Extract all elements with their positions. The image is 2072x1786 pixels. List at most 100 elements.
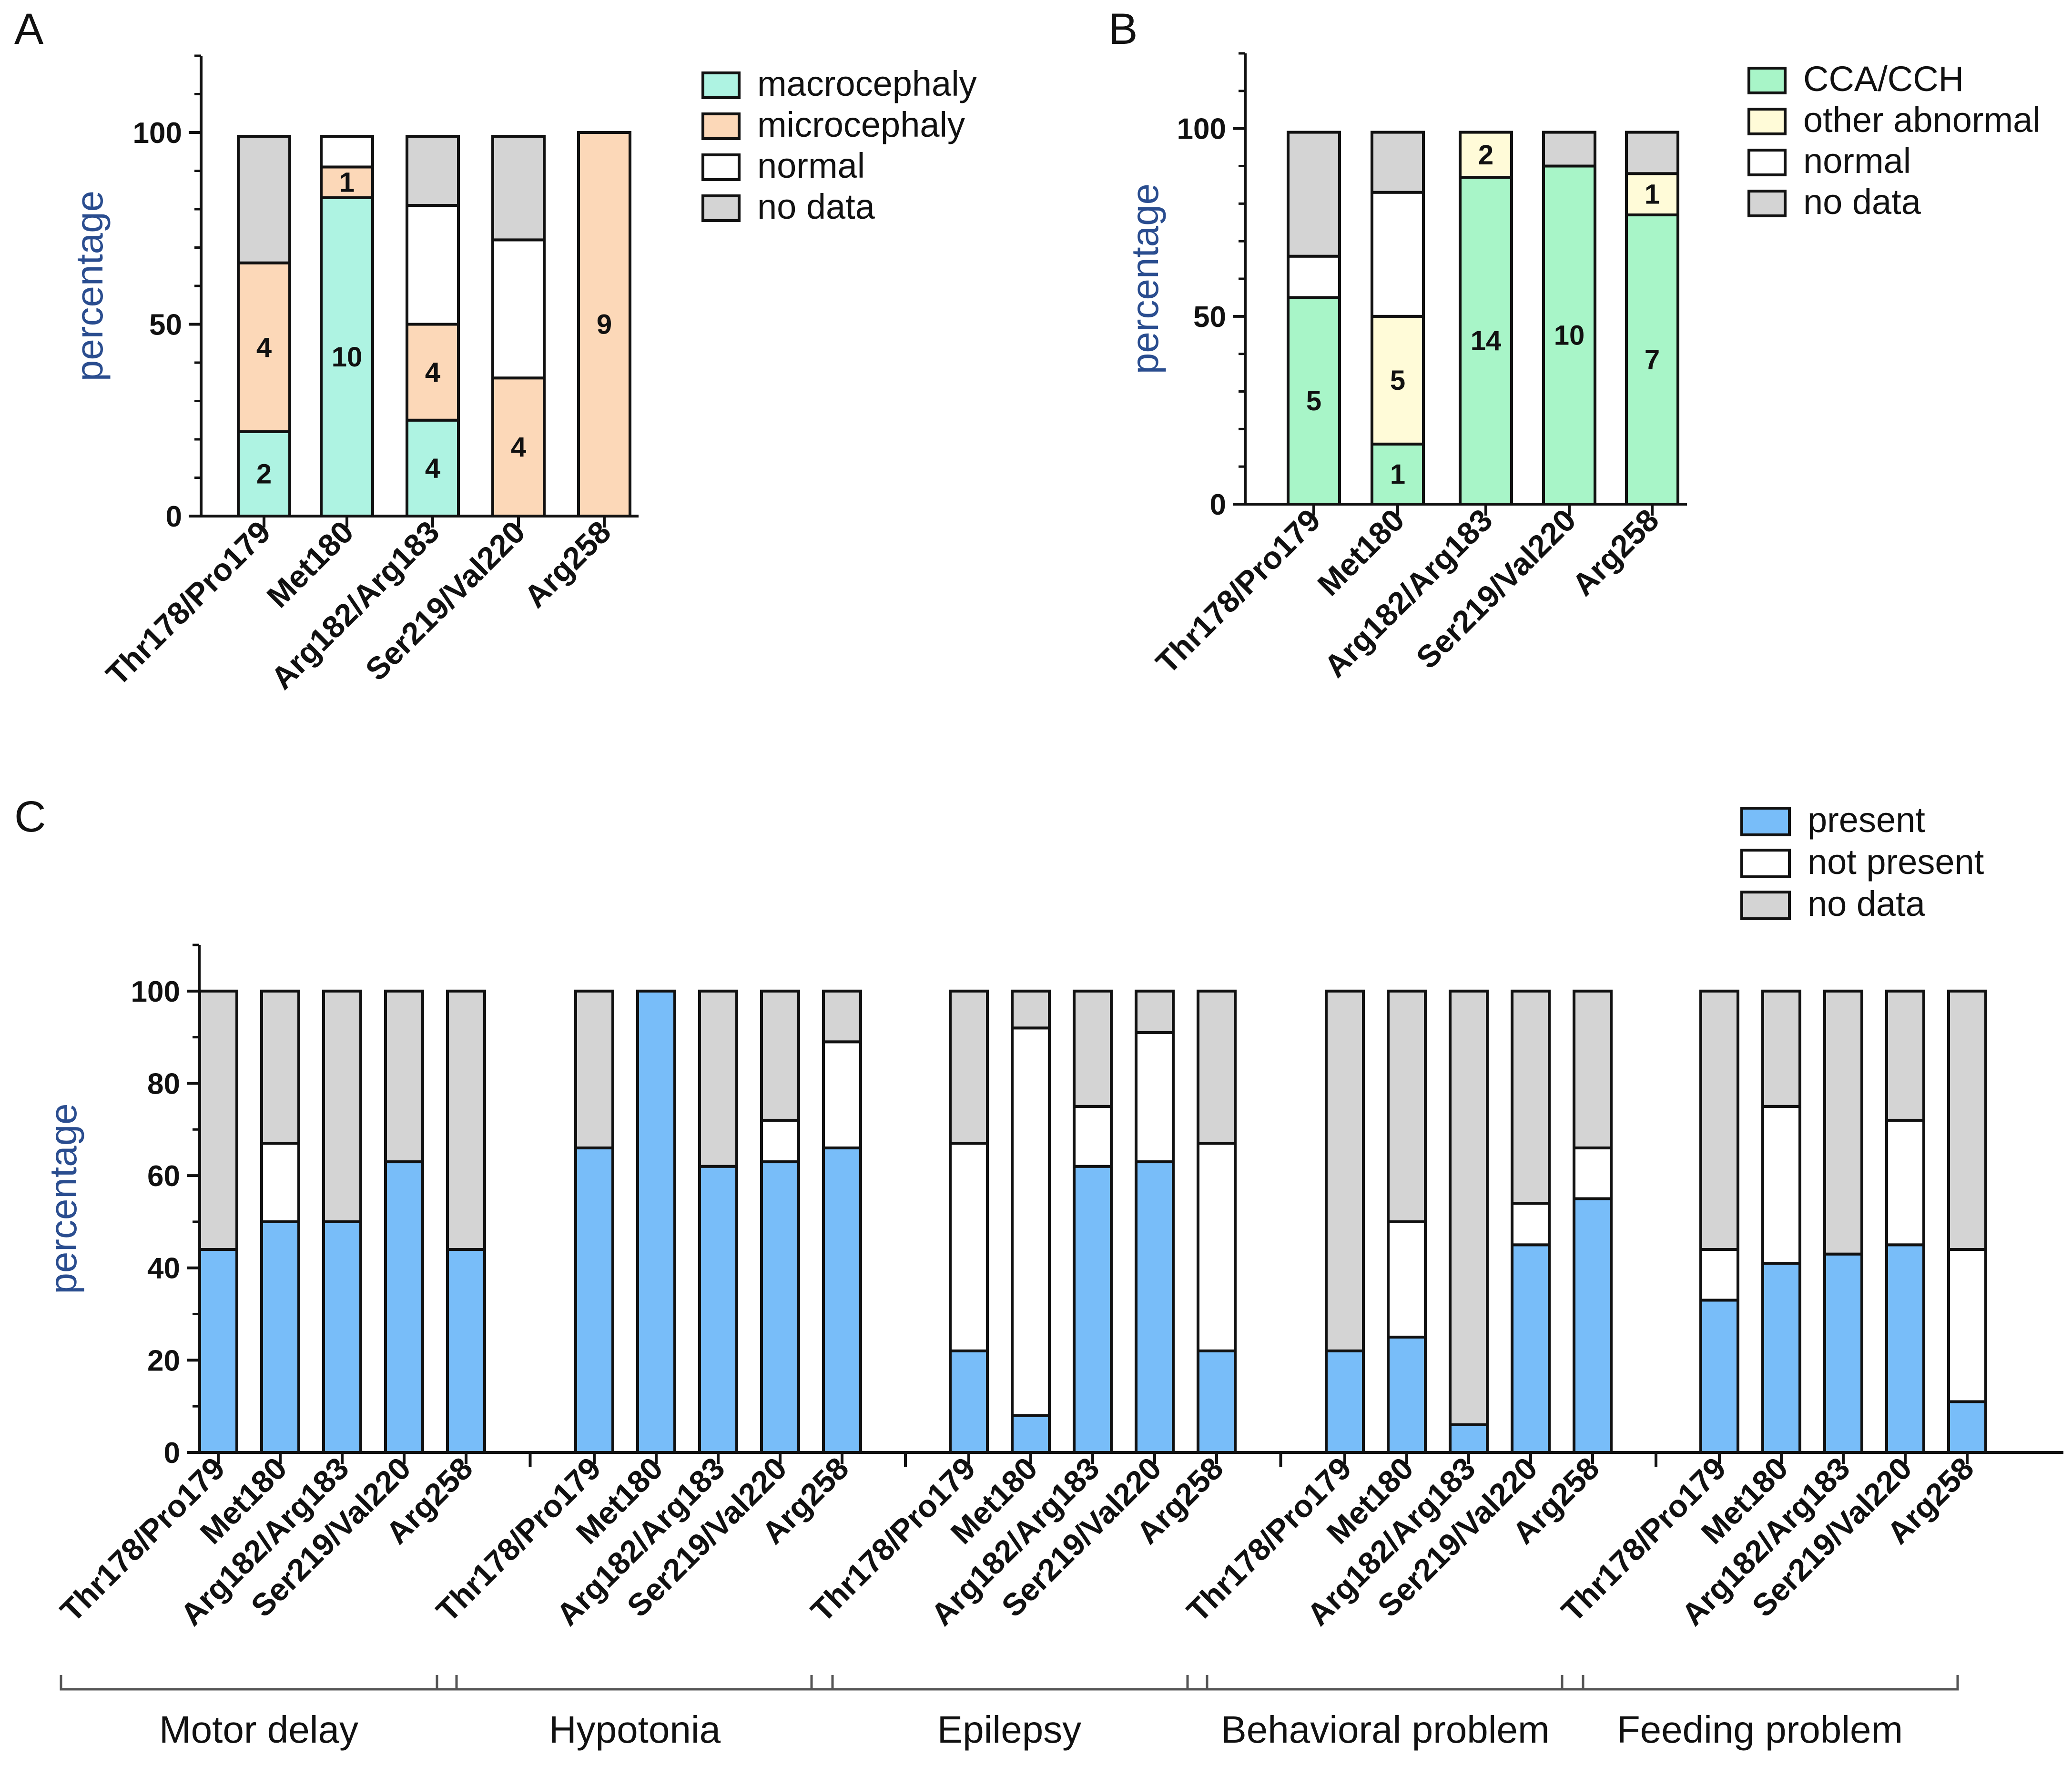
group-label: Hypotonia — [549, 1708, 721, 1751]
y-tick-label: 80 — [147, 1067, 180, 1100]
bar-feeding-problem-ser219-val220-not-present — [1885, 1118, 1925, 1247]
bar-motor-delay-met180-not-present — [260, 1142, 300, 1223]
group-label: Motor delay — [159, 1708, 358, 1751]
bar-behavioral-problem-arg258-not-present — [1573, 1147, 1613, 1200]
legend-label-no-data: no data — [1803, 182, 1921, 222]
bar-thr178-pro179-normal — [1287, 254, 1341, 299]
panel-a: A050100percentage24Thr178/Pro179101Met18… — [14, 5, 977, 696]
bar-feeding-problem-met180-no-data — [1761, 989, 1801, 1108]
bar-count-label: 1 — [1645, 179, 1660, 210]
bar-epilepsy-arg258-not-present — [1197, 1142, 1237, 1352]
bar-met180-cca-cch — [1371, 442, 1425, 506]
bar-arg182-arg183-other-abnormal — [1459, 131, 1513, 179]
bar-behavioral-problem-ser219-val220-not-present — [1511, 1202, 1551, 1247]
bar-count-label: 4 — [425, 453, 440, 484]
bar-epilepsy-met180-present — [1011, 1414, 1051, 1454]
bar-hypotonia-ser219-val220-no-data — [760, 989, 800, 1122]
y-tick-label: 50 — [149, 309, 182, 342]
group-behavioral-problem: Thr178/Pro179Met180Arg182/Arg183Ser219/V… — [1180, 989, 1657, 1751]
legend-swatch-no-data — [701, 194, 741, 222]
bar-count-label: 1 — [339, 167, 355, 198]
bar-hypotonia-arg182-arg183-no-data — [698, 989, 738, 1168]
y-axis-title: percentage — [1124, 183, 1166, 374]
bar-hypotonia-thr178-pro179-no-data — [574, 989, 614, 1149]
bar-epilepsy-ser219-val220-not-present — [1135, 1031, 1175, 1164]
bar-met180-normal — [320, 135, 374, 169]
bar-epilepsy-met180-not-present — [1011, 1026, 1051, 1417]
bar-behavioral-problem-thr178-pro179-present — [1325, 1350, 1365, 1454]
group-motor-delay: Thr178/Pro179Met180Arg182/Arg183Ser219/V… — [53, 989, 532, 1751]
legend-swatch-no-data — [1740, 891, 1791, 920]
bar-epilepsy-arg182-arg183-not-present — [1073, 1105, 1113, 1168]
bar-hypotonia-arg258-present — [822, 1147, 862, 1454]
bar-epilepsy-thr178-pro179-no-data — [949, 989, 989, 1145]
bar-feeding-problem-arg182-arg183-present — [1823, 1252, 1863, 1454]
bar-feeding-problem-arg182-arg183-no-data — [1823, 989, 1863, 1256]
bar-count-label: 9 — [597, 309, 612, 340]
legend-swatch-cca-cch — [1747, 67, 1787, 94]
panel-letter: B — [1108, 5, 1138, 53]
bar-count-label: 7 — [1645, 344, 1660, 375]
bar-feeding-problem-ser219-val220-no-data — [1885, 989, 1925, 1122]
bar-hypotonia-arg182-arg183-present — [698, 1165, 738, 1454]
y-tick-label: 20 — [147, 1344, 180, 1377]
bar-thr178-pro179-no-data — [1287, 131, 1341, 258]
bar-feeding-problem-arg258-not-present — [1947, 1248, 1987, 1403]
panel-b: B050100percentage5Thr178/Pro17915Met1801… — [1108, 5, 2041, 684]
bar-count-label: 10 — [1554, 320, 1585, 351]
bar-behavioral-problem-ser219-val220-present — [1511, 1243, 1551, 1454]
bar-count-label: 5 — [1306, 386, 1321, 416]
legend-swatch-other-abnormal — [1747, 108, 1787, 135]
bar-count-label: 4 — [425, 357, 440, 388]
group-bracket — [436, 1675, 834, 1691]
y-tick-label: 100 — [131, 975, 180, 1008]
bar-motor-delay-thr178-pro179-no-data — [198, 989, 238, 1251]
bar-feeding-problem-met180-present — [1761, 1262, 1801, 1454]
group-bracket — [60, 1675, 458, 1691]
bar-epilepsy-thr178-pro179-not-present — [949, 1142, 989, 1352]
bar-motor-delay-ser219-val220-no-data — [384, 989, 424, 1164]
y-tick-label: 40 — [147, 1252, 180, 1285]
bar-count-label: 1 — [1390, 459, 1405, 490]
bar-count-label: 4 — [511, 432, 526, 463]
legend-label-not-present: not present — [1808, 842, 1984, 882]
bar-motor-delay-arg258-no-data — [446, 989, 486, 1251]
legend-swatch-normal — [1747, 149, 1787, 176]
group-bracket — [1186, 1675, 1584, 1691]
bar-feeding-problem-thr178-pro179-no-data — [1699, 989, 1739, 1251]
y-tick-label: 100 — [1177, 113, 1226, 146]
bar-hypotonia-arg258-no-data — [822, 989, 862, 1044]
bar-behavioral-problem-arg182-arg183-no-data — [1449, 989, 1489, 1426]
bar-motor-delay-arg258-present — [446, 1248, 486, 1454]
bar-behavioral-problem-met180-present — [1387, 1335, 1427, 1454]
bar-behavioral-problem-met180-no-data — [1387, 989, 1427, 1223]
bar-epilepsy-ser219-val220-no-data — [1135, 989, 1175, 1034]
legend-swatch-present — [1740, 807, 1791, 836]
bar-met180-other-abnormal — [1371, 315, 1425, 446]
legend-label-cca-cch: CCA/CCH — [1803, 59, 1964, 99]
bar-arg182-arg183-normal — [406, 203, 460, 326]
bar-behavioral-problem-arg258-no-data — [1573, 989, 1613, 1149]
bar-met180-normal — [1371, 191, 1425, 318]
group-hypotonia: Thr178/Pro179Met180Arg182/Arg183Ser219/V… — [429, 989, 907, 1751]
y-axis-title: percentage — [68, 191, 111, 381]
bar-thr178-pro179-macrocephaly — [237, 430, 291, 518]
bar-motor-delay-arg182-arg183-no-data — [322, 989, 362, 1223]
bar-feeding-problem-arg258-present — [1947, 1400, 1987, 1454]
legend-swatch-not-present — [1740, 849, 1791, 878]
bar-hypotonia-ser219-val220-present — [760, 1160, 800, 1454]
bar-ser219-val220-no-data — [1542, 131, 1596, 168]
y-axis-title: percentage — [42, 1103, 84, 1294]
legend-label-normal: normal — [1803, 141, 1911, 181]
bar-epilepsy-met180-no-data — [1011, 989, 1051, 1030]
bar-behavioral-problem-met180-not-present — [1387, 1220, 1427, 1339]
bar-ser219-val220-cca-cch — [1542, 164, 1596, 506]
bar-behavioral-problem-thr178-pro179-no-data — [1325, 989, 1365, 1352]
panel-letter: C — [14, 792, 46, 841]
bar-count-label: 10 — [332, 342, 363, 373]
legend-label-no-data: no data — [757, 187, 875, 226]
bar-epilepsy-arg182-arg183-present — [1073, 1165, 1113, 1454]
legend-swatch-microcephaly — [701, 112, 741, 140]
bar-thr178-pro179-cca-cch — [1287, 296, 1341, 506]
